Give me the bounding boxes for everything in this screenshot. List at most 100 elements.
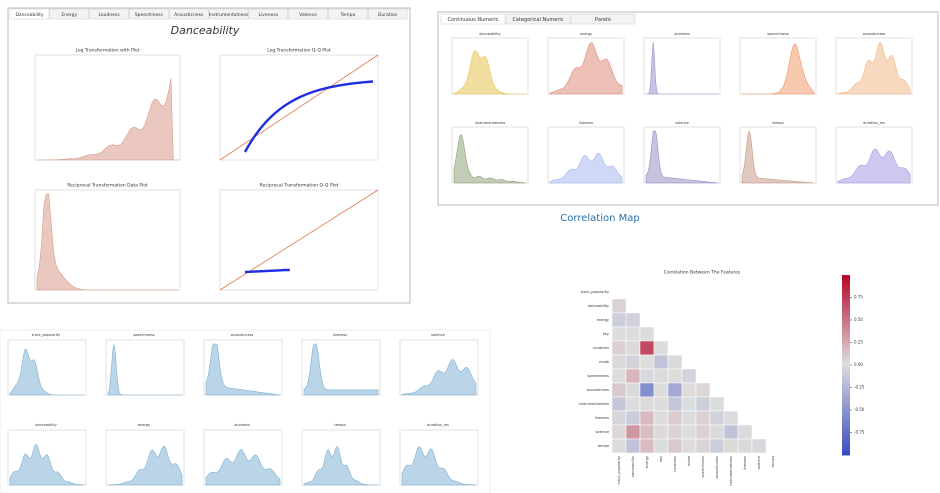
- tab-label[interactable]: Liveness: [259, 12, 279, 18]
- tab[interactable]: [9, 8, 50, 20]
- plot-title: speechiness: [767, 32, 789, 36]
- tab[interactable]: [440, 13, 506, 25]
- colorbar-segment: [842, 371, 850, 375]
- heatmap-cell: [625, 396, 641, 412]
- tab[interactable]: [49, 8, 90, 20]
- tab[interactable]: [367, 8, 408, 20]
- colorbar-segment: [842, 407, 850, 411]
- heatmap-cell: [709, 396, 725, 412]
- colorbar-segment: [842, 296, 850, 300]
- plot-title: tempo: [334, 423, 345, 427]
- colorbar-segment: [842, 278, 850, 282]
- heatmap-cell: [625, 368, 641, 384]
- heatmap-cell: [667, 368, 683, 384]
- plot-title: instrumentalness: [475, 121, 506, 125]
- column-label: speechiness: [701, 456, 705, 478]
- heatmap-cell: [681, 368, 697, 384]
- tab[interactable]: [505, 13, 571, 25]
- plot-title: duration_ms: [863, 121, 885, 125]
- tab-label[interactable]: Energy: [61, 12, 77, 18]
- heatmap-cell: [709, 424, 725, 440]
- distribution-shape: [645, 130, 719, 184]
- heatmap-cell: [625, 382, 641, 398]
- distribution-shape: [205, 449, 281, 486]
- column-label: mode: [687, 456, 691, 466]
- colorbar-segment: [842, 428, 850, 432]
- colorbar-tick-label: 0.00: [854, 362, 863, 367]
- heatmap-cell: [653, 396, 669, 412]
- tab[interactable]: [288, 8, 328, 20]
- tab[interactable]: [129, 8, 169, 20]
- distribution-shape: [205, 343, 281, 396]
- tab-label[interactable]: Instrumentalness: [209, 12, 249, 18]
- distribution-shape: [303, 446, 379, 486]
- row-label: speechiness: [588, 374, 610, 378]
- heatmap-cell: [653, 410, 669, 426]
- tab[interactable]: [248, 8, 289, 20]
- colorbar-segment: [842, 275, 850, 279]
- qq-points: [243, 80, 374, 153]
- column-label: loudness: [673, 456, 677, 472]
- tab-label[interactable]: Valence: [299, 12, 317, 18]
- tab-label[interactable]: Continuous Numeric: [448, 17, 499, 23]
- tab-label[interactable]: Speechiness: [135, 12, 164, 18]
- colorbar-segment: [842, 338, 850, 342]
- tab[interactable]: [328, 8, 368, 20]
- colorbar-segment: [842, 452, 850, 456]
- colorbar-segment: [842, 386, 850, 390]
- heatmap-cell: [723, 424, 739, 440]
- tab[interactable]: [168, 8, 209, 20]
- heatmap-cell: [639, 382, 655, 398]
- colorbar-segment: [842, 410, 850, 414]
- tab[interactable]: [208, 8, 249, 20]
- tab[interactable]: [89, 8, 129, 20]
- colorbar-segment: [842, 305, 850, 309]
- colorbar-segment: [842, 281, 850, 285]
- colorbar-segment: [842, 287, 850, 291]
- distribution-shape: [837, 148, 911, 184]
- tab-label[interactable]: Tempo: [340, 12, 356, 18]
- distribution-shape: [401, 359, 477, 396]
- heatmap-cell: [625, 410, 641, 426]
- heatmap-cell: [639, 410, 655, 426]
- tab-label[interactable]: Loudness: [98, 12, 120, 18]
- heatmap-cell: [667, 396, 683, 412]
- row-label: tempo: [598, 444, 609, 448]
- plot-frame: [643, 37, 721, 95]
- colorbar-segment: [842, 392, 850, 396]
- tab-label[interactable]: Categorical Numeric: [512, 17, 563, 23]
- qq-points: [244, 268, 290, 274]
- colorbar-tick-label: 0.50: [854, 317, 863, 322]
- section-heading: Correlation Map: [560, 213, 639, 224]
- colorbar-segment: [842, 290, 850, 294]
- colorbar-segment: [842, 446, 850, 450]
- heatmap-cell: [695, 424, 711, 440]
- colorbar-segment: [842, 317, 850, 321]
- colorbar-segment: [842, 353, 850, 357]
- colorbar-segment: [842, 308, 850, 312]
- tab-label[interactable]: Acousticness: [174, 12, 204, 18]
- heatmap-cell: [737, 424, 753, 440]
- tab[interactable]: [570, 13, 636, 25]
- plot-title: danceability: [35, 423, 56, 427]
- tab-label[interactable]: Duration: [378, 12, 398, 18]
- distribution-shape: [742, 43, 815, 95]
- heatmap-cell: [681, 382, 697, 398]
- colorbar-segment: [842, 380, 850, 384]
- heatmap-cell: [667, 354, 683, 370]
- heatmap-cell: [709, 438, 725, 454]
- tab-label[interactable]: Pareto: [595, 17, 611, 23]
- column-label: danceability: [631, 456, 635, 477]
- heatmap-cell: [625, 340, 641, 356]
- heatmap-cell: [723, 438, 739, 454]
- colorbar-segment: [842, 383, 850, 387]
- heatmap-cell: [681, 396, 697, 412]
- heatmap-cell: [625, 438, 641, 454]
- tab-label[interactable]: Danceability: [15, 12, 43, 18]
- distribution-shape: [741, 130, 815, 184]
- plot-title: loudness: [674, 32, 690, 36]
- distribution-shape: [37, 78, 178, 161]
- plot-title: acousticness: [231, 333, 254, 337]
- heatmap-cell: [653, 368, 669, 384]
- heatmap-cell: [681, 424, 697, 440]
